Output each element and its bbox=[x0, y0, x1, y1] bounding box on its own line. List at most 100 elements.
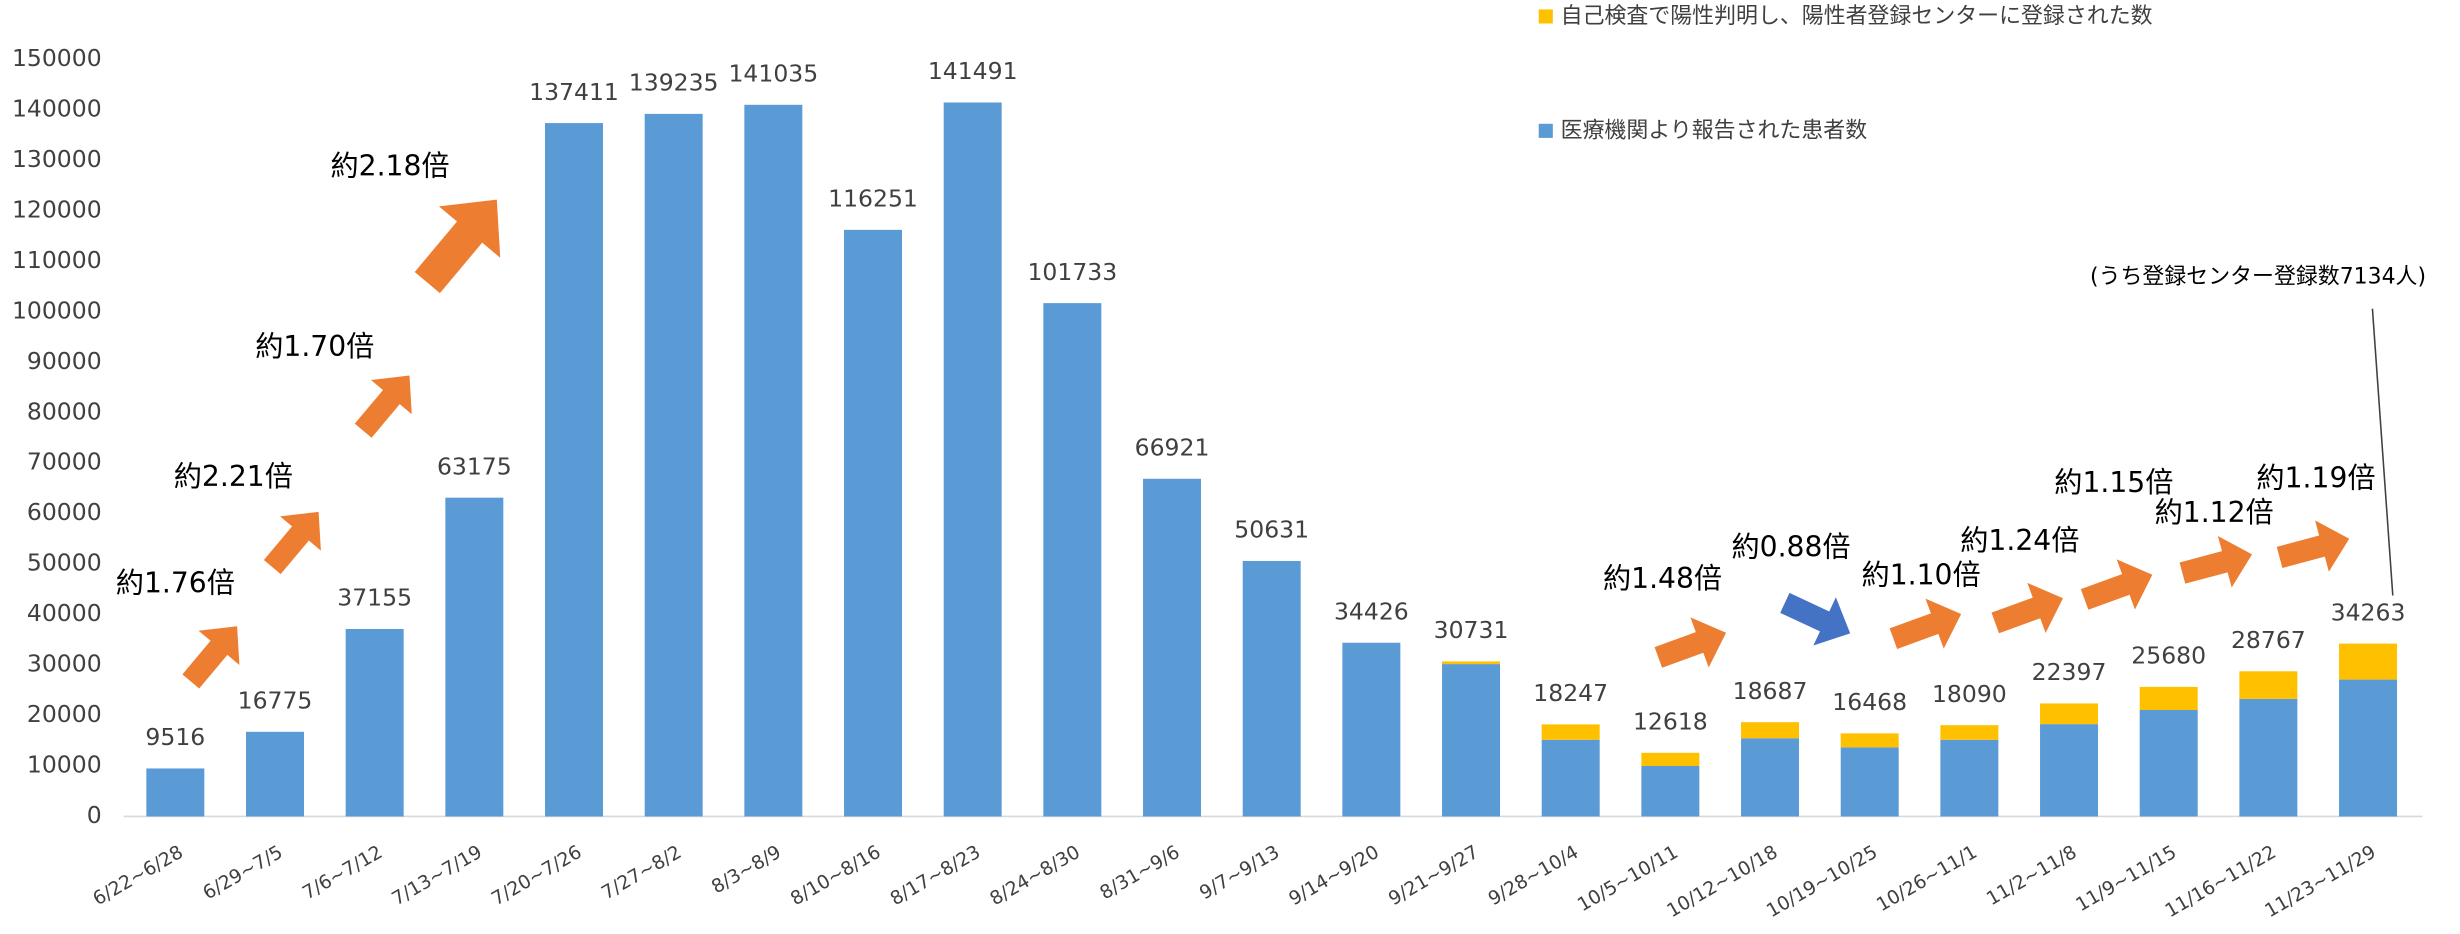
bar-segment bbox=[1741, 738, 1800, 817]
arrow bbox=[1780, 592, 1851, 646]
data-label: 37155 bbox=[337, 584, 412, 612]
bar-segment bbox=[146, 768, 205, 817]
y-tick-label: 80000 bbox=[27, 397, 102, 425]
bar-segment bbox=[943, 102, 1002, 817]
x-tick-label: 9/7~9/13 bbox=[1196, 842, 1283, 904]
arrow bbox=[354, 375, 412, 438]
bar-segment bbox=[2239, 698, 2298, 817]
bar-segment bbox=[246, 731, 304, 817]
bar-segment bbox=[1940, 725, 1999, 740]
data-label: 9516 bbox=[145, 723, 205, 751]
annotation: 約1.76倍 bbox=[116, 567, 235, 600]
annotation: 約1.19倍 bbox=[2256, 462, 2375, 495]
annotation: 約1.70倍 bbox=[255, 330, 374, 363]
data-label: 28767 bbox=[2231, 626, 2306, 654]
bar-segment bbox=[1541, 724, 1600, 740]
x-tick-label: 11/16~11/22 bbox=[2162, 842, 2280, 922]
x-tick-label: 8/31~9/6 bbox=[1097, 842, 1184, 904]
y-tick-label: 140000 bbox=[12, 95, 102, 123]
bar-segment bbox=[1442, 661, 1501, 665]
data-label: 22397 bbox=[2032, 658, 2107, 686]
arrow bbox=[2080, 559, 2153, 610]
data-label: 34263 bbox=[2331, 598, 2406, 626]
y-tick-label: 0 bbox=[87, 801, 102, 829]
x-tick-label: 10/19~10/25 bbox=[1763, 842, 1881, 922]
bar-segment bbox=[2040, 703, 2099, 725]
y-tick-label: 120000 bbox=[12, 195, 102, 223]
bar-segment bbox=[1840, 733, 1899, 748]
data-label: 139235 bbox=[629, 69, 719, 97]
arrow bbox=[182, 626, 240, 689]
arrow bbox=[2276, 520, 2350, 572]
leader-line bbox=[2371, 308, 2394, 596]
bar-segment bbox=[445, 497, 504, 817]
annotation: 約1.24倍 bbox=[1960, 524, 2079, 557]
annotation: 約2.21倍 bbox=[174, 460, 293, 493]
y-tick-label: 20000 bbox=[27, 700, 102, 728]
bar-segment bbox=[345, 628, 404, 817]
arrow bbox=[263, 511, 321, 575]
annotation: 約1.10倍 bbox=[1862, 559, 1981, 592]
y-tick-label: 10000 bbox=[27, 751, 102, 779]
data-label: 25680 bbox=[2131, 642, 2206, 670]
x-tick-label: 9/28~10/4 bbox=[1485, 842, 1582, 910]
annotation: (うち登録センター登録数7134人) bbox=[2090, 264, 2426, 289]
y-tick-label: 90000 bbox=[27, 347, 102, 375]
x-tick-label: 7/27~8/2 bbox=[598, 842, 685, 904]
y-tick-label: 100000 bbox=[12, 296, 102, 324]
y-tick-label: 130000 bbox=[12, 145, 102, 173]
bar-segment bbox=[1342, 642, 1401, 817]
y-tick-label: 40000 bbox=[27, 599, 102, 627]
legend-swatch bbox=[1538, 9, 1553, 24]
bar-segment bbox=[2139, 686, 2198, 710]
annotation: 約1.12倍 bbox=[2155, 496, 2274, 529]
data-label: 18687 bbox=[1733, 677, 1808, 705]
data-label: 16468 bbox=[1832, 688, 1907, 716]
bar-segment bbox=[1940, 739, 1999, 817]
arrow bbox=[1991, 582, 2064, 634]
bar-segment bbox=[1840, 747, 1899, 817]
legend-swatch bbox=[1538, 123, 1553, 138]
arrow bbox=[1889, 598, 1962, 649]
legend-label: 自己検査で陽性判明し、陽性者登録センターに登録された数 bbox=[1561, 4, 2153, 29]
bar-segment bbox=[644, 113, 703, 817]
annotation: 約2.18倍 bbox=[330, 150, 449, 183]
y-tick-label: 50000 bbox=[27, 549, 102, 577]
bar-segment bbox=[1043, 303, 1102, 817]
bar-segment bbox=[1641, 766, 1700, 817]
x-tick-label: 11/2~11/8 bbox=[1983, 842, 2080, 910]
arrow bbox=[2179, 535, 2253, 588]
bar-segment bbox=[1641, 752, 1700, 767]
annotation: 約1.48倍 bbox=[1603, 562, 1722, 595]
annotation: 約1.15倍 bbox=[2054, 466, 2173, 499]
x-tick-label: 8/17~8/23 bbox=[887, 842, 984, 910]
arrow bbox=[1654, 617, 1727, 668]
y-tick-label: 60000 bbox=[27, 498, 102, 526]
data-label: 12618 bbox=[1633, 708, 1708, 736]
data-label: 30731 bbox=[1434, 616, 1509, 644]
x-tick-label: 8/10~8/16 bbox=[787, 842, 884, 910]
bar-segment bbox=[2339, 643, 2398, 680]
bar-segment bbox=[744, 104, 803, 817]
data-label: 63175 bbox=[437, 452, 512, 480]
bar-segment bbox=[2040, 724, 2099, 817]
x-tick-label: 7/6~7/12 bbox=[299, 842, 386, 904]
x-tick-label: 7/20~7/26 bbox=[488, 842, 585, 910]
annotation: 約0.88倍 bbox=[1731, 530, 1850, 563]
x-tick-label: 6/29~7/5 bbox=[200, 842, 287, 904]
x-tick-label: 8/3~8/9 bbox=[708, 842, 785, 898]
bar-segment bbox=[844, 229, 903, 817]
bar-segment bbox=[1143, 478, 1202, 817]
arrow bbox=[414, 199, 501, 294]
y-tick-label: 110000 bbox=[12, 246, 102, 274]
y-tick-label: 70000 bbox=[27, 448, 102, 476]
bar-segment bbox=[1242, 560, 1301, 817]
data-label: 141491 bbox=[928, 57, 1018, 85]
x-tick-label: 11/23~11/29 bbox=[2262, 842, 2380, 922]
data-label: 18247 bbox=[1533, 679, 1608, 707]
bar-segment bbox=[2239, 671, 2298, 699]
x-tick-label: 7/13~7/19 bbox=[389, 842, 486, 910]
data-label: 116251 bbox=[828, 185, 918, 213]
bar-segment bbox=[545, 123, 603, 817]
x-tick-label: 6/22~6/28 bbox=[90, 842, 187, 910]
